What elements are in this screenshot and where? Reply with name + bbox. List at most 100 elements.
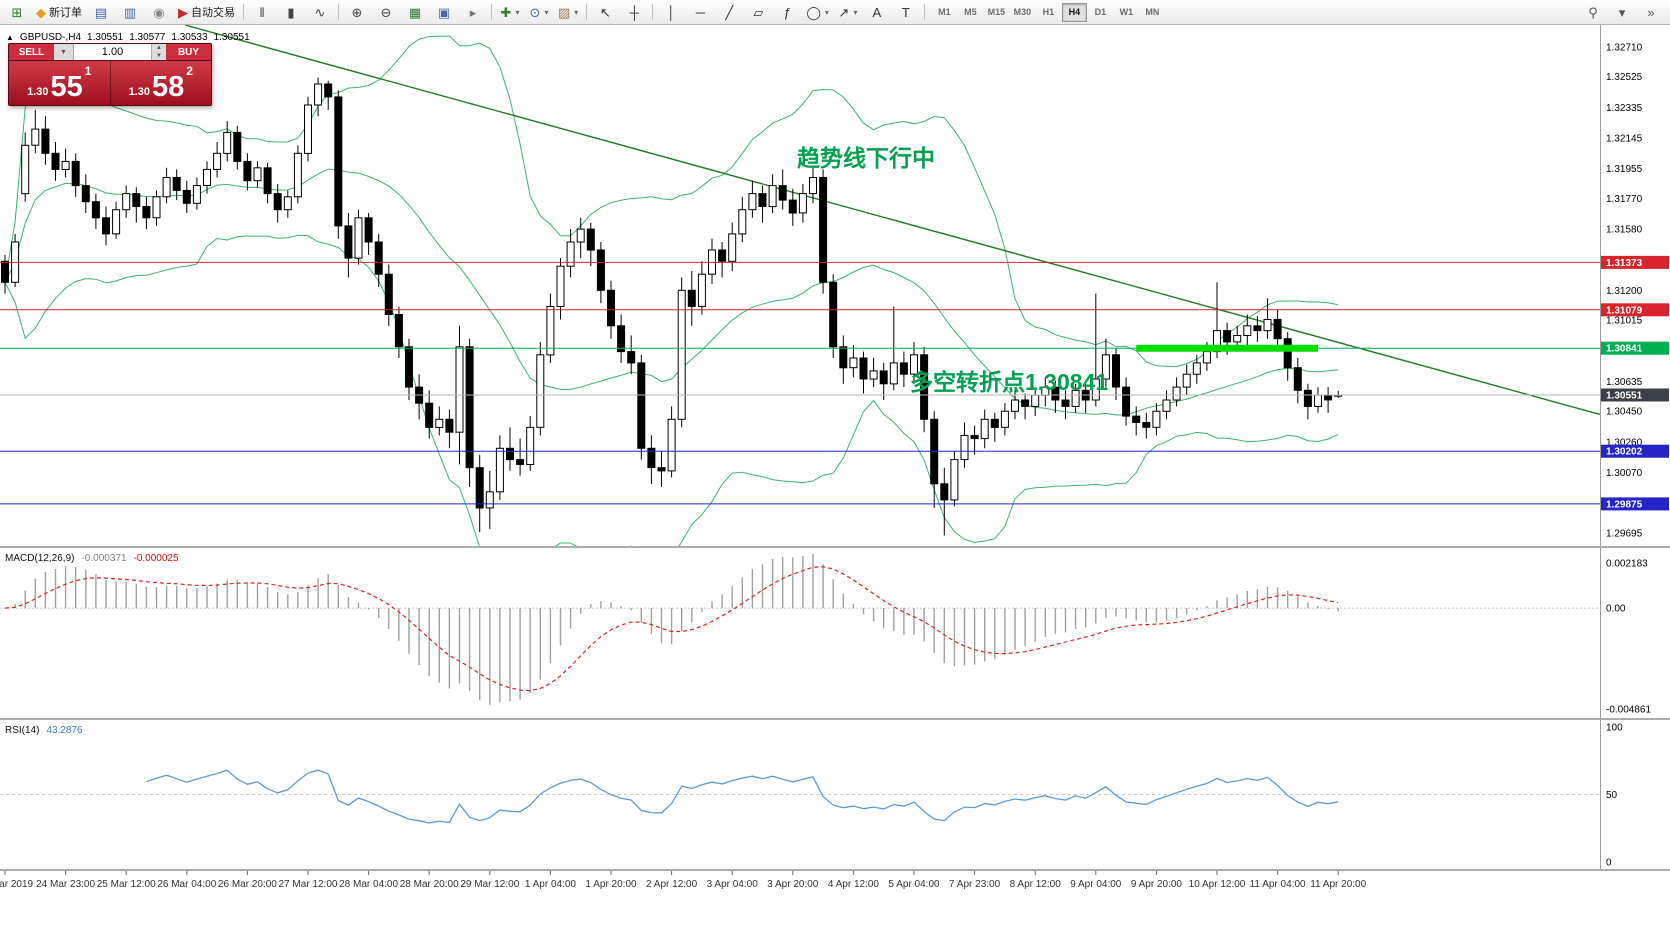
search-button[interactable]: ⚲ [1579,1,1607,23]
shapes-button-caret-icon: ▾ [824,7,829,17]
price-axis-label: 1.31015 [1606,316,1643,327]
new-chart-button[interactable]: ⊞ [3,1,31,23]
new-order-button-icon: ◆ [36,4,46,20]
timeframe-button-w1[interactable]: W1 [1119,7,1134,17]
quick-nav-button[interactable]: ▾ [1608,1,1636,23]
crosshair-button-icon: ┼ [629,4,639,20]
timeframe-button-m5[interactable]: M5 [964,7,977,17]
shapes-button-icon: ◯ [806,4,821,20]
price-badge-label: 1.30551 [1606,390,1643,401]
line-chart-type-button[interactable]: ∿ [306,1,334,23]
sell-price-superscript: 1 [84,64,92,78]
macd-axis-label: 0.00 [1606,604,1626,615]
bollinger-lower-band [4,234,1339,546]
timeframe-button-h1[interactable]: H1 [1042,7,1055,17]
timeframe-button-h4[interactable]: H4 [1061,2,1087,22]
timeframe-button-m15[interactable]: M15 [987,7,1006,17]
autotrading-button[interactable]: ▶ 自动交易 [174,1,239,23]
channel-button[interactable]: ▱ [744,1,772,23]
time-axis-label: 9 Apr 04:00 [1070,879,1122,890]
tile-windows-button[interactable]: ▦ [401,1,429,23]
zoom-out-button[interactable]: ⊖ [372,1,400,23]
time-axis-label: 3 Apr 20:00 [767,879,819,890]
indicators-button[interactable]: ✚ ▾ [496,1,524,23]
panel-separator[interactable] [0,718,1670,720]
new-order-button[interactable]: ◆ 新订单 [32,1,86,23]
time-axis-label: 1 Apr 04:00 [525,879,577,890]
price-axis-label: 1.30450 [1606,407,1643,418]
rsi-panel: 100 50 0 RSI(14) 43.2876 [0,720,1670,869]
panel-separator[interactable] [0,546,1670,548]
candlestick-chart-type-button-icon: ▮ [287,4,295,20]
time-axis-label: 4 Apr 12:00 [828,879,880,890]
price-badge [1601,255,1669,269]
price-badge [1601,303,1669,317]
macd-axis-label: 0.002183 [1606,558,1648,569]
sell-price-button[interactable]: 1.30 55 1 [9,61,111,105]
macd-axis-label: -0.004861 [1606,704,1651,715]
timeframe-button-d1[interactable]: D1 [1094,7,1107,17]
macd-panel: 0.002183 0.00 -0.004861 MACD(12,26,9) -0.0… [0,548,1670,718]
quote-info: ▲ GBPUSD-,H4 1.30551 1.30577 1.30533 1.3… [6,32,250,43]
cursor-button[interactable]: ↖ [591,1,619,23]
horizontal-line-button[interactable]: ─ [686,1,714,23]
text-label-button[interactable]: T [892,1,920,23]
sell-price-digits: 55 [50,71,83,104]
rsi-indicator-name: RSI(14) [5,725,40,736]
templates-button[interactable]: ▨ ▾ [554,1,582,23]
buy-button[interactable]: BUY [166,44,211,60]
chart-annotation[interactable]: 趋势线下行中 [797,145,935,171]
toolbar-overflow-button[interactable]: » [1637,1,1665,23]
rsi-value: 43.2876 [46,725,83,736]
templates-button-icon: ▨ [558,4,571,20]
rsi-chart[interactable]: 100 50 0 [0,720,1670,869]
timeframe-button-m30[interactable]: M30 [1013,7,1032,17]
autotrading-button-icon: ▶ [178,4,188,20]
crosshair-button[interactable]: ┼ [620,1,648,23]
quote-close: 1.30551 [213,32,250,43]
time-axis-label: 25 Mar 12:00 [97,879,156,890]
time-axis-label: 26 Mar 20:00 [218,879,277,890]
trendline-button[interactable]: ╱ [715,1,743,23]
sell-button[interactable]: SELL [9,44,54,60]
timeframe-button-mn[interactable]: MN [1145,7,1160,17]
indicators-button-caret-icon: ▾ [515,7,520,17]
bar-chart-type-button[interactable]: ‖ [248,1,276,23]
profiles-button[interactable]: ▥ [116,1,144,23]
price-badge [1601,444,1669,458]
charts-button[interactable]: ▤ [87,1,115,23]
auto-arrange-button[interactable]: ▣ [430,1,458,23]
lot-increase-button[interactable]: ▲ [156,45,162,51]
lot-size-input[interactable] [74,44,151,60]
channel-button-icon: ▱ [753,4,764,20]
descending-trendline[interactable] [184,25,1601,416]
price-axis-label: 1.30070 [1606,468,1643,479]
quote-high: 1.30577 [129,32,166,43]
rsi-label: RSI(14) 43.2876 [5,725,83,736]
candlestick-chart-type-button[interactable]: ▮ [277,1,305,23]
price-axis-label: 1.30635 [1606,377,1643,388]
vertical-line-button[interactable]: │ [657,1,685,23]
lot-decrease-button[interactable]: ▼ [156,53,162,59]
periods-button[interactable]: ⊙ ▾ [525,1,553,23]
macd-chart[interactable]: 0.002183 0.00 -0.004861 [0,548,1670,718]
buy-price-button[interactable]: 1.30 58 2 [110,61,211,105]
zoom-in-button[interactable]: ⊕ [343,1,371,23]
lot-dropdown-button[interactable]: ▼ [54,44,74,60]
alerts-button[interactable]: ◉ [145,1,173,23]
one-click-trading-panel: SELL ▼ ▲ ▼ BUY 1.30 55 1 1.30 58 2 [8,43,212,106]
fibonacci-button[interactable]: ƒ [773,1,801,23]
price-chart[interactable]: 1.32710 1.32525 1.32335 1.32145 1.31955 1.317… [0,25,1670,546]
chart-annotation[interactable]: 多空转折点1.30841 [910,369,1108,395]
arrows-button[interactable]: ↗ ▾ [834,1,862,23]
bollinger-middle-band [4,168,1339,416]
shapes-button[interactable]: ◯ ▾ [802,1,833,23]
timeframe-button-m1[interactable]: M1 [938,7,951,17]
price-badge-label: 1.31373 [1606,258,1643,269]
search-button-icon: ⚲ [1588,4,1598,20]
text-button[interactable]: A [863,1,891,23]
chart-shift-button[interactable]: ▸ [459,1,487,23]
text-button-icon: A [872,4,882,20]
